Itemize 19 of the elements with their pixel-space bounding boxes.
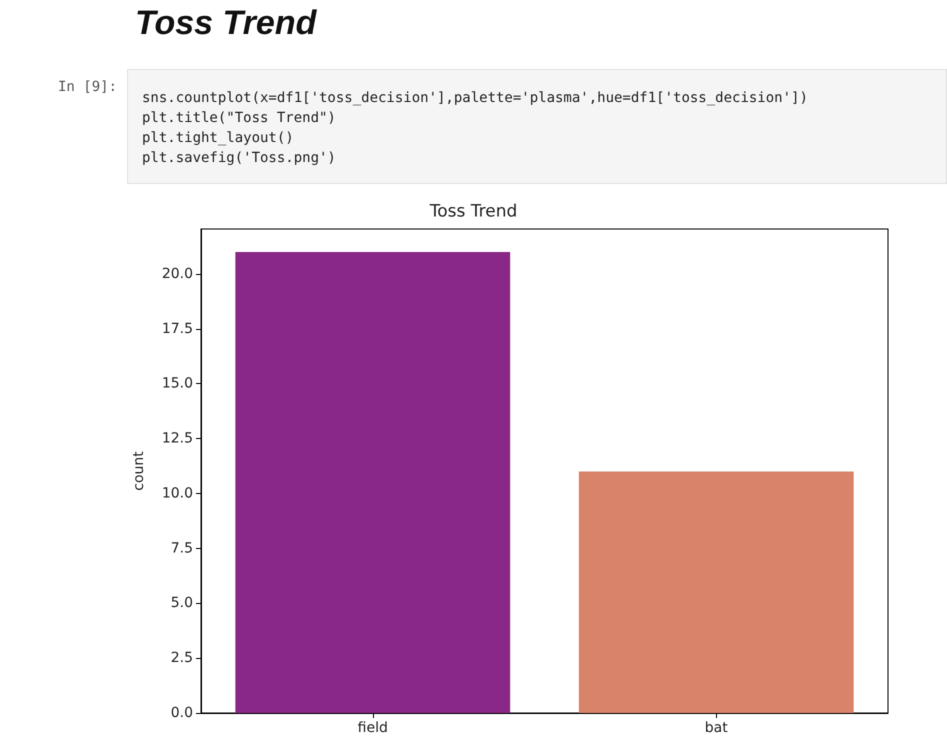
y-tick-label: 0.0 bbox=[170, 705, 193, 721]
y-tick-label: 12.5 bbox=[162, 430, 193, 447]
text: plt.tight_layout() bbox=[142, 129, 295, 148]
y-axis-title: count bbox=[131, 450, 147, 491]
text: In [9]: bbox=[58, 79, 118, 95]
y-tick-label: 10.0 bbox=[162, 486, 193, 502]
y-tick-label: 2.5 bbox=[170, 650, 193, 666]
y-tick-label: 7.5 bbox=[170, 540, 193, 556]
chart-subtitle: Toss Trend bbox=[428, 202, 518, 222]
text: plt.savefig('Toss.png') bbox=[142, 149, 337, 168]
text: sns.countplot(x=df1['toss_decision'],palette='plasma',hue=df1['toss_decision']) bbox=[142, 89, 809, 108]
y-tick-label: 15.0 bbox=[162, 376, 193, 392]
y-tick-label: 17.5 bbox=[162, 320, 193, 337]
x-tick-label: field bbox=[358, 720, 388, 736]
text: plt.title("Toss Trend") bbox=[142, 109, 337, 128]
chart-title: Toss Trend bbox=[135, 4, 316, 43]
y-tick-label: 5.0 bbox=[170, 595, 193, 612]
x-tick-label: bat bbox=[704, 720, 728, 736]
y-tick-label: 20.0 bbox=[162, 266, 193, 282]
